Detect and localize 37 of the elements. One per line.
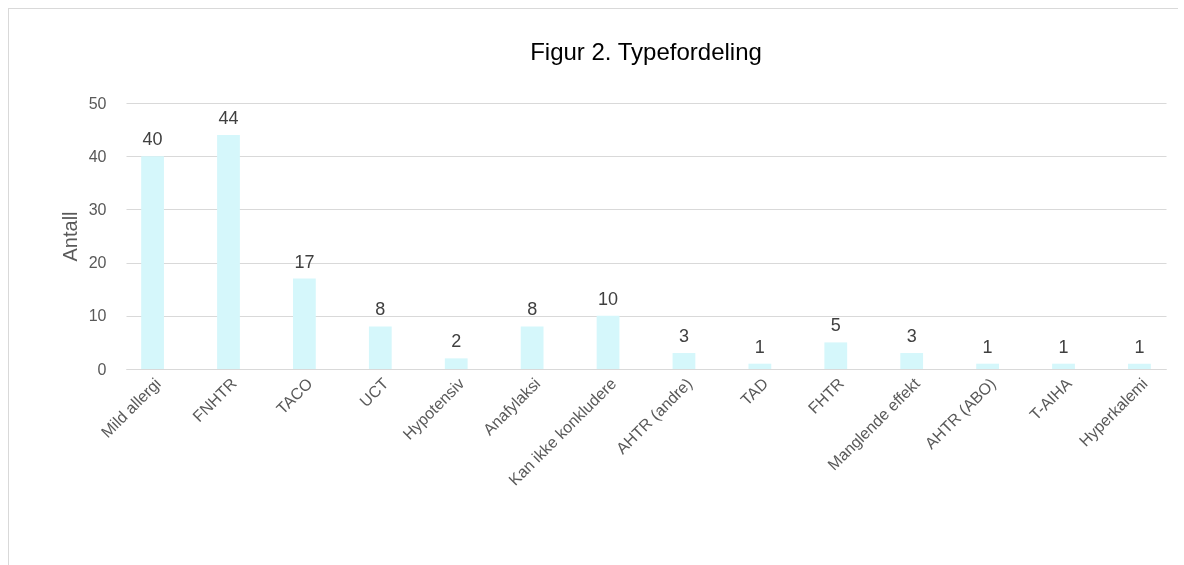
bar [217,134,240,369]
data-label: 2 [451,331,462,352]
data-label: 8 [375,299,386,320]
bar [444,358,468,369]
y-tick-label: 10 [88,307,107,325]
bar [368,326,392,369]
bar [824,342,848,369]
bar [976,363,999,369]
data-label: 3 [678,326,689,347]
data-label: 5 [830,315,841,336]
data-label: 1 [1134,336,1145,357]
y-tick-label: 0 [97,360,107,378]
chart-title: Figur 2. Typefordeling [530,38,762,65]
data-label: 40 [142,129,163,150]
x-tick-label: TAD [737,374,772,409]
bar [596,315,620,369]
data-label: 8 [527,299,538,320]
y-tick-label: 20 [88,254,107,272]
bar [1128,363,1151,369]
data-label: 3 [906,326,917,347]
y-tick-label: 50 [88,94,107,112]
bar [520,326,544,369]
data-label: 44 [218,107,239,128]
bar [900,353,924,369]
y-axis-title: Antall [58,211,81,262]
data-label: 1 [982,336,993,357]
bar [293,278,316,369]
data-label: 1 [1058,336,1069,357]
data-label: 10 [598,288,619,309]
y-tick-label: 30 [88,200,107,218]
bar [141,156,164,369]
bar [1052,363,1075,369]
data-label: 17 [294,251,315,272]
bar [672,353,696,369]
bar [748,363,772,369]
y-tick-label: 40 [88,147,107,165]
data-label: 1 [754,336,765,357]
